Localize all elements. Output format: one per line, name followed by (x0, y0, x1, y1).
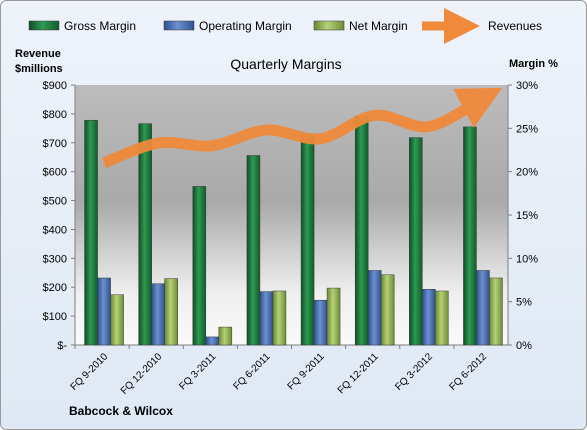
bar-gross-margin (138, 123, 152, 346)
revenues-line (102, 87, 503, 169)
chart-title: Quarterly Margins (230, 56, 341, 72)
left-tick-label: $700 (43, 138, 67, 150)
bar-operating-margin (422, 288, 436, 346)
bar-gross-margin (300, 133, 315, 346)
bar-operating-margin (476, 270, 490, 346)
right-tick-label: 10% (516, 253, 538, 265)
bar-net-margin (110, 294, 124, 346)
bar-operating-margin (151, 283, 165, 346)
bar-gross-margin (463, 126, 477, 346)
right-tick-label: 0% (516, 340, 532, 352)
x-tick-label: FQ 12-2010 (119, 351, 165, 397)
bar-net-margin (489, 277, 503, 346)
x-tick-label: FQ 6-2011 (232, 351, 273, 392)
footer-label: Babcock & Wilcox (69, 404, 173, 418)
left-tick-label: $400 (43, 224, 67, 236)
legend-label-revenues: Revenues (488, 19, 542, 33)
x-tick-label: FQ 3-2012 (393, 351, 435, 393)
right-tick-label: 30% (516, 80, 538, 92)
bar-net-margin (272, 290, 287, 346)
bar-net-margin (164, 278, 178, 346)
bar-net-margin (380, 274, 395, 346)
left-tick-label: $300 (43, 253, 67, 265)
bar-net-margin (326, 287, 341, 346)
legend-swatch-net-margin (313, 20, 345, 31)
left-tick-label: $500 (43, 196, 67, 208)
right-tick-label: 15% (516, 210, 538, 222)
x-tick-label: FQ 6-2012 (447, 351, 489, 393)
bar-operating-margin (259, 291, 274, 346)
bar-operating-margin (367, 270, 382, 346)
left-tick-label: $800 (43, 109, 67, 121)
left-tick-label: $600 (43, 167, 67, 179)
left-tick-label: $200 (43, 282, 67, 294)
legend-label-net-margin: Net Margin (349, 19, 408, 33)
bar-net-margin (218, 326, 233, 346)
bar-net-margin (435, 290, 449, 346)
left-tick-label: $900 (43, 80, 67, 92)
legend-label-operating-margin: Operating Margin (199, 19, 292, 33)
bar-operating-margin (97, 277, 111, 346)
x-tick-label: FQ 12-2011 (336, 351, 381, 396)
left-axis-label-line2: $millions (15, 63, 63, 75)
legend-label-gross-margin: Gross Margin (64, 19, 136, 33)
x-tick-label: FQ 9-2010 (69, 351, 111, 393)
bar-gross-margin (409, 137, 423, 346)
bar-operating-margin (313, 299, 328, 346)
x-tick-label: FQ 9-2011 (286, 351, 327, 392)
bar-gross-margin (192, 186, 207, 346)
x-tick-label: FQ 3-2011 (177, 351, 218, 392)
right-tick-label: 20% (516, 167, 538, 179)
bar-gross-margin (246, 155, 261, 346)
bar-gross-margin (84, 119, 98, 346)
legend-swatch-operating-margin (163, 20, 195, 31)
bar-operating-margin (205, 336, 220, 346)
right-axis-label: Margin % (509, 58, 558, 70)
right-tick-label: 25% (516, 123, 538, 135)
left-axis-label-line1: Revenue (15, 48, 61, 60)
right-tick-label: 5% (516, 297, 532, 309)
legend-swatch-gross-margin (28, 20, 60, 31)
revenue-line-layer (102, 87, 503, 169)
left-tick-label: $- (57, 340, 67, 352)
bar-gross-margin (354, 115, 369, 346)
legend: Gross Margin Operating Margin Net Margin Re… (28, 8, 542, 44)
left-tick-label: $100 (43, 311, 67, 323)
